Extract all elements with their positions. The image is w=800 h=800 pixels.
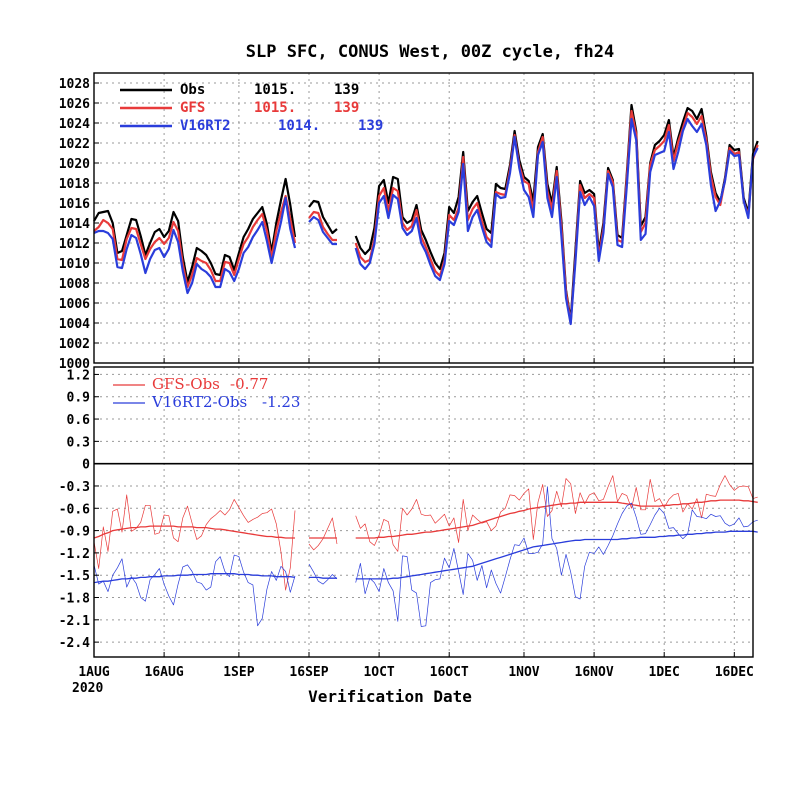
legend-mean: 1015. [254, 82, 296, 98]
series-line-v16rt2-obs-running-mean [355, 530, 758, 580]
y-tick-label: 1006 [59, 297, 90, 312]
series-line-v16rt2 [308, 215, 337, 246]
y-tick-label: 0.9 [67, 391, 90, 406]
plot-frame [93, 72, 754, 364]
legend: Obs 1015. 139 GFS 1015. 139 V16RT2 1014. 139 GFS-… [113, 82, 383, 411]
x-tick-label: 1AUG [78, 665, 109, 680]
legend-mean: -1.23 [262, 393, 300, 411]
series-line-gfs [354, 109, 759, 325]
x-axis-title: Verification Date [308, 687, 472, 706]
y-tick-label: 1018 [59, 177, 90, 192]
plot-frame [93, 366, 754, 658]
legend-label: GFS-Obs [152, 375, 220, 393]
y-tick-label: 1014 [59, 217, 90, 232]
series-line-v16rt2-obs-running-mean [309, 576, 337, 579]
y-tick-label: 0.3 [67, 435, 90, 450]
series-line-obs [93, 177, 297, 284]
legend-label: Obs [180, 82, 205, 98]
x-tick-label: 16AUG [145, 665, 184, 680]
y-tick-label: 1022 [59, 137, 90, 152]
x-tick-label: 1OCT [363, 665, 394, 680]
y-tick-label: -2.1 [59, 614, 90, 629]
y-tick-label: 1020 [59, 157, 90, 172]
series-line-gfs [93, 194, 297, 289]
x-tick-label: 1NOV [508, 665, 539, 680]
y-tick-label: 1028 [59, 77, 90, 92]
series-line-obs [308, 199, 338, 235]
x-year-label: 2020 [72, 681, 103, 696]
y-tick-label: -0.6 [59, 502, 90, 517]
y-tick-label: 1024 [59, 117, 90, 132]
y-tick-label: 1.2 [67, 368, 90, 383]
series-layer [93, 103, 759, 627]
series-line-obs [354, 103, 759, 322]
x-tick-label: 1DEC [649, 665, 680, 680]
y-tick-label: 1000 [59, 357, 90, 372]
axes: 1000 1002 1004 1006 1008 1010 1012 1014 1016 1018… [59, 72, 754, 680]
legend-label: V16RT2 [180, 118, 231, 134]
series-line-gfs-obs [308, 517, 338, 551]
x-tick-label: 16SEP [289, 665, 328, 680]
series-line-gfs [308, 210, 337, 242]
y-tick-label: 0.6 [67, 413, 91, 428]
y-tick-label: -1.8 [59, 592, 90, 607]
y-tick-label: -1.2 [59, 547, 90, 562]
series-line-v16rt2-obs [308, 563, 338, 585]
y-tick-label: -1.5 [59, 569, 90, 584]
y-tick-label: 1026 [59, 97, 90, 112]
legend-mean: 1015. [254, 100, 296, 116]
series-line-gfs-obs-running-mean [355, 499, 758, 539]
series-line-v16rt2 [93, 196, 297, 295]
y-tick-label: 1004 [59, 317, 90, 332]
series-line-v16rt2-obs-running-mean [93, 573, 296, 584]
legend-mean: -0.77 [230, 375, 268, 393]
y-tick-label: 1016 [59, 197, 90, 212]
x-tick-label: 1SEP [223, 665, 254, 680]
y-tick-label: 0 [82, 458, 90, 473]
series-line-v16rt2-obs [355, 486, 758, 627]
legend-mean: 1014. [278, 118, 320, 134]
y-tick-label: 1002 [59, 337, 90, 352]
y-tick-label: 1008 [59, 277, 90, 292]
series-line-gfs-obs-running-mean [93, 525, 295, 539]
legend-label: V16RT2-Obs [151, 393, 247, 411]
x-tick-label: 16OCT [430, 665, 469, 680]
series-line-gfs-obs [93, 494, 296, 591]
x-tick-label: 16NOV [575, 665, 614, 680]
y-tick-label: -0.9 [59, 525, 90, 540]
series-line-gfs-obs [355, 475, 758, 552]
x-tick-label: 16DEC [715, 665, 754, 680]
legend-count: 139 [358, 118, 383, 134]
y-tick-label: -2.4 [59, 636, 90, 651]
y-tick-label: -0.3 [59, 480, 90, 495]
series-line-v16rt2-obs [93, 554, 296, 627]
series-line-v16rt2 [354, 117, 759, 326]
legend-count: 139 [334, 100, 359, 116]
y-tick-label: 1012 [59, 237, 90, 252]
chart-title: SLP SFC, CONUS West, 00Z cycle, fh24 [246, 42, 614, 62]
legend-count: 139 [334, 82, 359, 98]
legend-label: GFS [180, 100, 205, 116]
y-tick-label: 1010 [59, 257, 90, 272]
